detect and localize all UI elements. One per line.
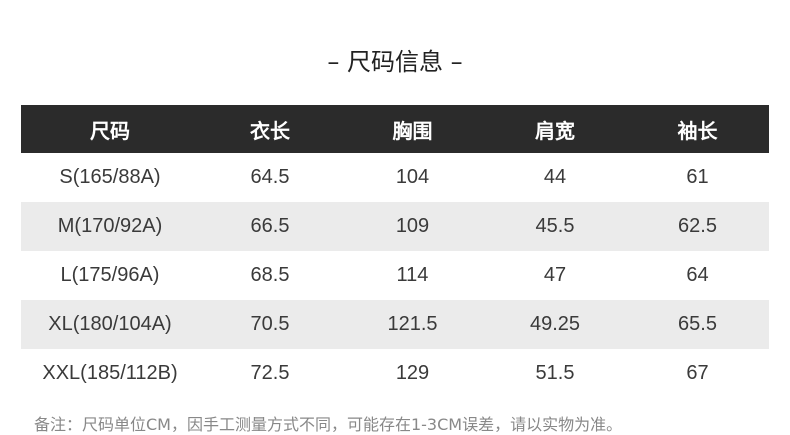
table-cell: 65.5 <box>678 313 717 335</box>
table-cell: 64.5 <box>250 166 290 188</box>
header-size: 尺码 <box>90 118 130 143</box>
table-cell: M(170/92A) <box>57 215 163 237</box>
table-cell: S(165/88A) <box>59 166 161 188</box>
table-cell: 47 <box>543 264 567 286</box>
table-row: L(175/96A) 68.5 114 47 64 <box>21 251 769 300</box>
table-cell: XL(180/104A) <box>48 313 172 335</box>
table-cell: 68.5 <box>250 264 290 286</box>
table-cell: XXL(185/112B) <box>42 362 178 384</box>
table-row: S(165/88A) 64.5 104 44 61 <box>21 153 769 202</box>
table-cell: 109 <box>395 215 430 237</box>
table-cell: 114 <box>396 264 429 286</box>
table-header: 尺码 衣长 胸围 肩宽 袖长 <box>21 105 769 153</box>
page-title: – 尺码信息 – <box>327 48 463 76</box>
table-row: M(170/92A) 66.5 109 45.5 62.5 <box>21 202 769 251</box>
table-cell: 62.5 <box>678 215 717 237</box>
header-length: 衣长 <box>250 118 290 143</box>
table-cell: 129 <box>395 362 430 384</box>
table-cell: 49.25 <box>529 313 581 335</box>
table-cell: 70.5 <box>250 313 290 335</box>
table-cell: 64 <box>686 264 709 286</box>
table-row: XL(180/104A) 70.5 121.5 49.25 65.5 <box>21 300 769 349</box>
table-row: XXL(185/112B) 72.5 129 51.5 67 <box>21 349 769 398</box>
footnote: 备注：尺码单位CM，因手工测量方式不同，可能存在1-3CM误差，请以实物为准。 <box>34 415 623 434</box>
table-cell: 104 <box>395 166 430 188</box>
table-cell: 45.5 <box>535 215 575 237</box>
table-cell: 72.5 <box>250 362 290 384</box>
header-chest: 胸围 <box>392 118 433 143</box>
table-cell: 67 <box>686 362 709 384</box>
table-cell: 61 <box>686 166 709 188</box>
table-cell: L(175/96A) <box>60 264 160 286</box>
header-shoulder: 肩宽 <box>535 118 575 143</box>
table-cell: 51.5 <box>535 362 575 384</box>
header-sleeve: 袖长 <box>677 118 718 143</box>
size-table: 尺码 衣长 胸围 肩宽 袖长 S(165/88A) 64.5 104 44 61 M(17… <box>21 105 769 398</box>
table-cell: 66.5 <box>250 215 290 237</box>
table-cell: 121.5 <box>387 313 438 335</box>
table-cell: 44 <box>543 166 567 188</box>
